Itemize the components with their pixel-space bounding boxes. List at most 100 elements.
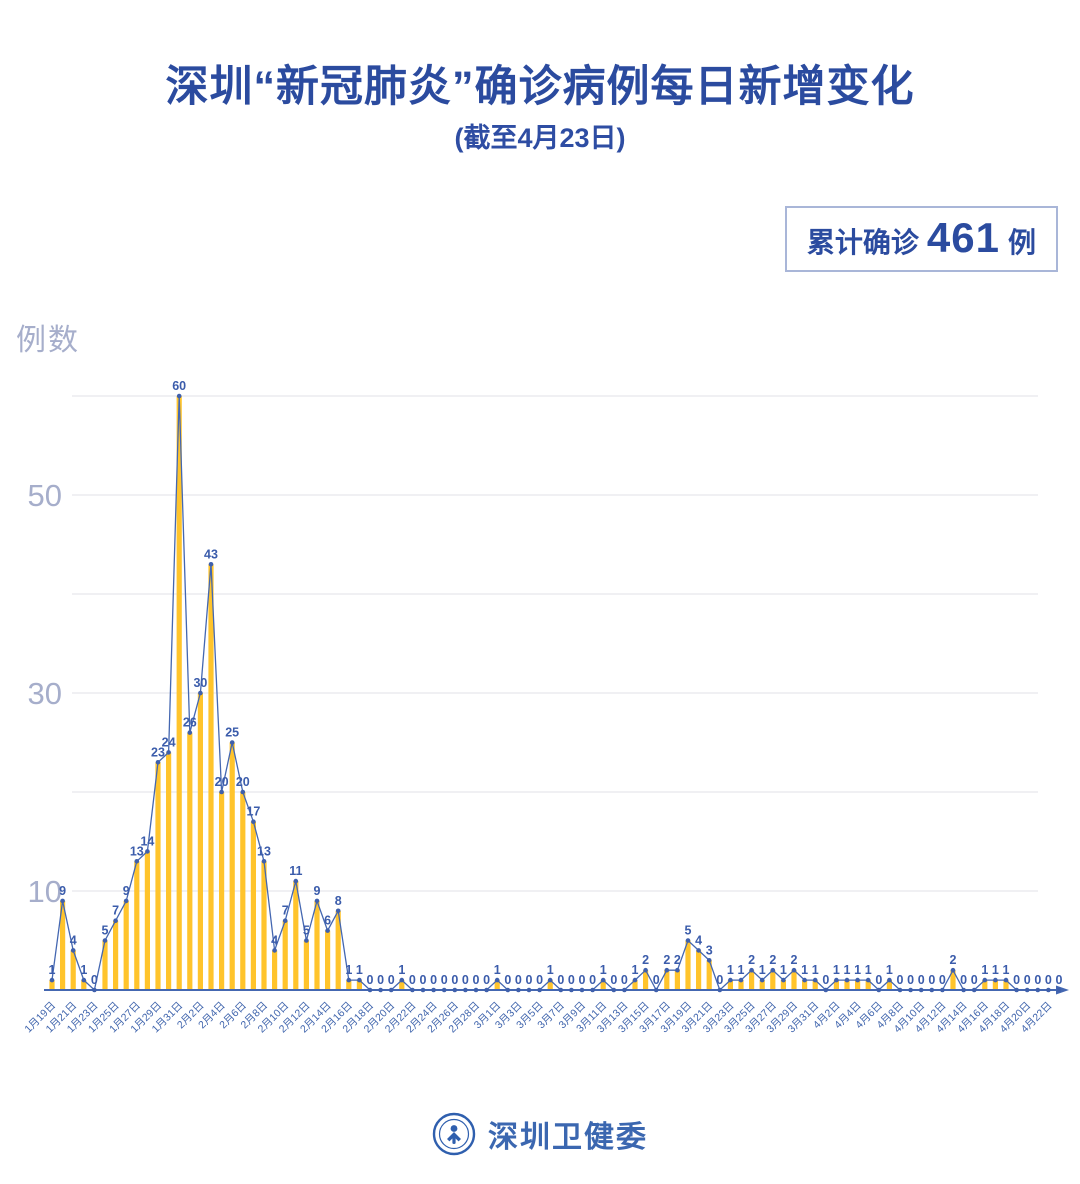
svg-text:14: 14	[140, 834, 154, 848]
svg-text:1: 1	[801, 963, 808, 977]
svg-text:0: 0	[897, 973, 904, 987]
svg-text:1: 1	[547, 963, 554, 977]
svg-text:20: 20	[215, 775, 229, 789]
svg-text:7: 7	[112, 904, 119, 918]
svg-text:1: 1	[812, 963, 819, 977]
svg-text:0: 0	[388, 973, 395, 987]
svg-text:50: 50	[28, 478, 62, 513]
svg-text:26: 26	[183, 716, 197, 730]
svg-text:2: 2	[769, 953, 776, 967]
svg-text:1: 1	[398, 963, 405, 977]
svg-text:43: 43	[204, 547, 218, 561]
page-subtitle: (截至4月23日)	[454, 123, 626, 153]
svg-text:0: 0	[377, 973, 384, 987]
svg-text:30: 30	[193, 676, 207, 690]
svg-text:1: 1	[780, 963, 787, 977]
svg-text:6: 6	[324, 914, 331, 928]
svg-text:1: 1	[80, 963, 87, 977]
svg-text:0: 0	[568, 973, 575, 987]
svg-text:0: 0	[653, 973, 660, 987]
svg-text:1: 1	[854, 963, 861, 977]
svg-text:24: 24	[162, 735, 176, 749]
svg-text:0: 0	[1045, 973, 1052, 987]
svg-text:0: 0	[451, 973, 458, 987]
svg-text:0: 0	[367, 973, 374, 987]
svg-text:4: 4	[271, 933, 278, 947]
svg-text:1: 1	[865, 963, 872, 977]
svg-text:17: 17	[246, 805, 260, 819]
svg-text:30: 30	[28, 676, 62, 711]
svg-text:0: 0	[907, 973, 914, 987]
svg-text:1: 1	[356, 963, 363, 977]
svg-text:0: 0	[589, 973, 596, 987]
svg-text:0: 0	[579, 973, 586, 987]
svg-text:2: 2	[748, 953, 755, 967]
svg-text:9: 9	[123, 884, 130, 898]
svg-text:0: 0	[526, 973, 533, 987]
svg-text:0: 0	[483, 973, 490, 987]
daily-new-cases-chart: 1030501941057913142324602630432025201713…	[22, 379, 1069, 1035]
svg-text:2: 2	[642, 953, 649, 967]
page-title: 深圳“新冠肺炎”确诊病例每日新增变化	[165, 63, 915, 111]
svg-text:1: 1	[833, 963, 840, 977]
svg-text:0: 0	[971, 973, 978, 987]
svg-text:0: 0	[1024, 973, 1031, 987]
footer: 深圳卫健委	[0, 1112, 1080, 1156]
svg-text:2: 2	[663, 953, 670, 967]
svg-text:60: 60	[172, 379, 186, 393]
svg-text:0: 0	[473, 973, 480, 987]
svg-text:5: 5	[102, 924, 109, 938]
svg-text:0: 0	[875, 973, 882, 987]
svg-text:1: 1	[1003, 963, 1010, 977]
svg-text:1: 1	[759, 963, 766, 977]
badge-unit: 例	[1007, 227, 1036, 258]
svg-text:0: 0	[1056, 973, 1063, 987]
org-name: 深圳卫健委	[488, 1121, 648, 1154]
svg-text:2: 2	[674, 953, 681, 967]
svg-text:0: 0	[409, 973, 416, 987]
badge-label: 累计确诊	[806, 227, 919, 258]
svg-text:3: 3	[706, 943, 713, 957]
svg-text:0: 0	[536, 973, 543, 987]
svg-text:0: 0	[515, 973, 522, 987]
svg-text:7: 7	[282, 904, 289, 918]
svg-text:1: 1	[738, 963, 745, 977]
svg-text:1: 1	[600, 963, 607, 977]
svg-text:13: 13	[257, 844, 271, 858]
svg-text:1: 1	[727, 963, 734, 977]
svg-text:25: 25	[225, 726, 239, 740]
svg-text:0: 0	[441, 973, 448, 987]
svg-text:0: 0	[504, 973, 511, 987]
svg-text:11: 11	[289, 864, 302, 878]
svg-text:1: 1	[992, 963, 999, 977]
svg-text:0: 0	[621, 973, 628, 987]
svg-text:13: 13	[130, 844, 144, 858]
svg-text:9: 9	[314, 884, 321, 898]
svg-text:0: 0	[462, 973, 469, 987]
svg-text:20: 20	[236, 775, 250, 789]
svg-text:1: 1	[886, 963, 893, 977]
svg-text:8: 8	[335, 894, 342, 908]
svg-text:1: 1	[632, 963, 639, 977]
svg-text:5: 5	[685, 924, 692, 938]
y-axis-title: 例数	[16, 324, 80, 357]
svg-text:0: 0	[960, 973, 967, 987]
svg-text:1: 1	[981, 963, 988, 977]
svg-text:10: 10	[28, 874, 62, 909]
svg-text:0: 0	[716, 973, 723, 987]
cumulative-total-badge: 累计确诊 461 例	[784, 206, 1058, 272]
badge-value: 461	[926, 214, 1000, 261]
svg-text:9: 9	[59, 884, 66, 898]
svg-text:0: 0	[420, 973, 427, 987]
svg-text:0: 0	[822, 973, 829, 987]
svg-text:0: 0	[557, 973, 564, 987]
svg-text:0: 0	[1013, 973, 1020, 987]
svg-text:23: 23	[151, 745, 165, 759]
svg-text:1: 1	[345, 963, 352, 977]
svg-text:2: 2	[791, 953, 798, 967]
svg-text:5: 5	[303, 924, 310, 938]
svg-text:2: 2	[950, 953, 957, 967]
svg-text:0: 0	[928, 973, 935, 987]
svg-text:1: 1	[844, 963, 851, 977]
